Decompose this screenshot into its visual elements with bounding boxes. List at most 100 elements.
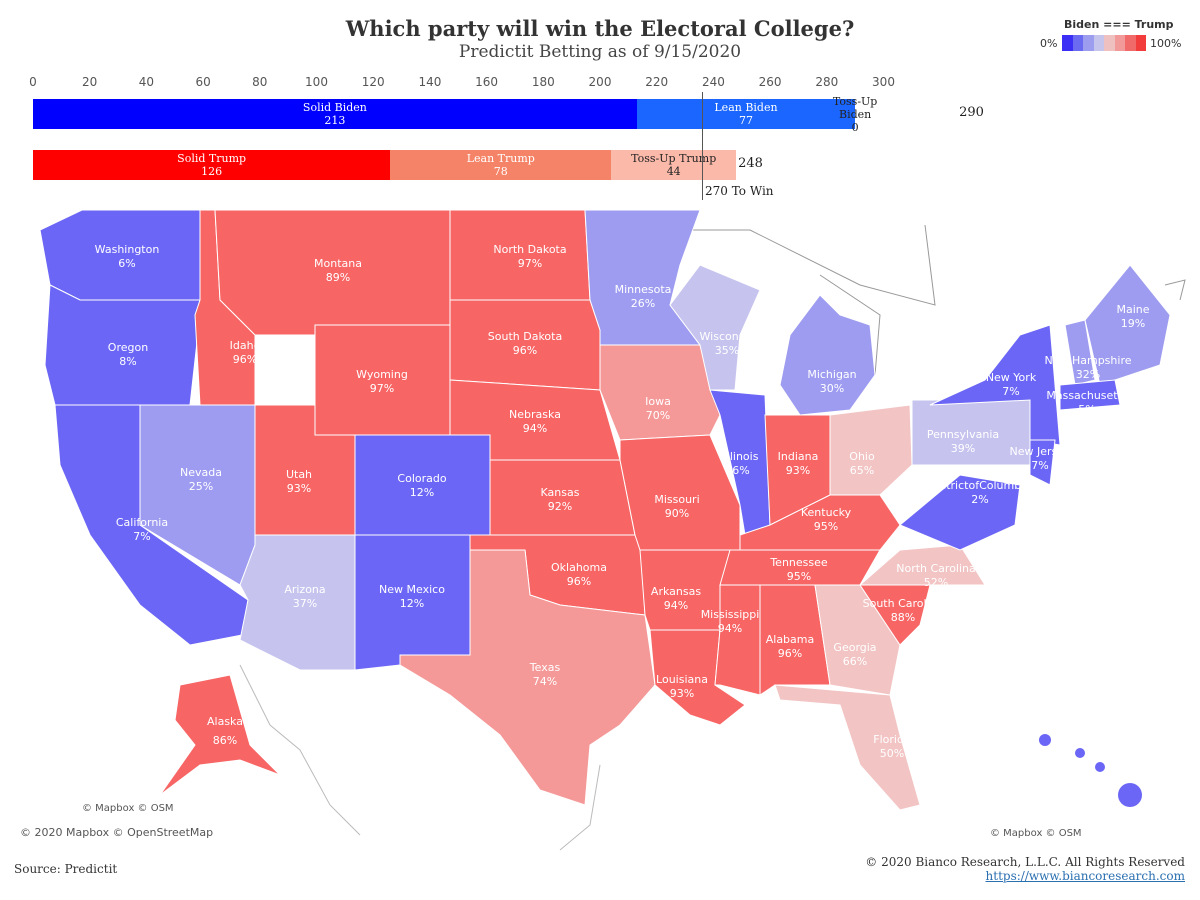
state-pct-label: 5%: [1078, 403, 1095, 416]
state-georgia[interactable]: [814, 584, 901, 696]
biden-bar-segment: Lean Biden 77: [636, 99, 856, 129]
chart-title: Which party will win the Electoral Colle…: [345, 16, 855, 41]
state-name-label: Colorado: [397, 472, 446, 485]
state-pct-label: 92%: [548, 500, 572, 513]
state-pct-label: 37%: [293, 597, 317, 610]
state-hawaii-island[interactable]: [1039, 734, 1051, 746]
state-new-hampshire[interactable]: [1064, 319, 1096, 386]
state-pct-label: 97%: [518, 257, 542, 270]
state-pct-label: 52%: [924, 576, 948, 589]
trump-bar-segment: Lean Trump 78: [390, 150, 612, 180]
trump-bar-segment: Solid Trump 126: [33, 150, 391, 180]
mapbox-attribution-right: © Mapbox © OSM: [990, 828, 1082, 839]
state-pct-label: 12%: [410, 486, 434, 499]
state-name-label: Pennsylvania: [927, 428, 999, 441]
state-alabama[interactable]: [759, 584, 831, 696]
state-florida[interactable]: [774, 684, 921, 811]
state-name-label: Oregon: [108, 341, 148, 354]
state-name-label: New Mexico: [379, 583, 445, 596]
state-pct-label: 94%: [664, 599, 688, 612]
axis-tick-label: 220: [645, 75, 669, 89]
state-pct-label: 96%: [513, 344, 537, 357]
state-pct-label: 30%: [820, 382, 844, 395]
legend-swatch: [1104, 35, 1115, 51]
website-link[interactable]: https://www.biancoresearch.com: [985, 869, 1185, 883]
state-north-carolina[interactable]: [858, 544, 986, 586]
chart-subtitle: Predictit Betting as of 9/15/2020: [458, 42, 742, 62]
state-name-label: Georgia: [833, 641, 876, 654]
trump-bar-segment: Toss-Up Trump 44: [611, 150, 737, 180]
segment-value: 77: [738, 114, 753, 127]
segment-value: 126: [201, 165, 223, 178]
state-alaska[interactable]: [159, 674, 281, 796]
axis-tick-label: 40: [138, 75, 155, 89]
biden-bar-segment: Toss-Up Biden 0: [815, 95, 895, 134]
axis-tick-label: 60: [195, 75, 211, 89]
state-pct-label: 90%: [665, 507, 689, 520]
state-name-label: North Dakota: [493, 243, 566, 256]
state-iowa[interactable]: [599, 344, 721, 441]
mapbox-attribution[interactable]: © 2020 Mapbox © OpenStreetMap: [20, 826, 214, 839]
state-name-label: Utah: [286, 468, 312, 481]
state-pct-label: 95%: [814, 520, 838, 533]
state-name-label: Nebraska: [509, 408, 561, 421]
state-texas[interactable]: [399, 549, 656, 806]
state-maine[interactable]: [1084, 264, 1171, 386]
legend-swatch: [1083, 35, 1094, 51]
state-new-jersey[interactable]: [1029, 439, 1056, 486]
state-pct-label: 6%: [732, 464, 749, 477]
legend-color-scale: [1062, 35, 1146, 51]
state-pct-label: 65%: [850, 464, 874, 477]
legend-swatch: [1114, 35, 1125, 51]
state-wisconsin[interactable]: [669, 264, 761, 391]
state-ohio[interactable]: [829, 404, 913, 496]
state-name-label: Kentucky: [801, 506, 852, 519]
legend-swatch: [1135, 35, 1146, 51]
state-name-label: Washington: [95, 243, 160, 256]
state-hawaii-island[interactable]: [1075, 748, 1085, 758]
state-new-york[interactable]: [929, 324, 1061, 446]
state-name-label: Mississippi: [701, 608, 760, 621]
state-name-label: Ohio: [849, 450, 875, 463]
state-oregon[interactable]: [44, 284, 201, 406]
state-name-label: Oklahoma: [551, 561, 607, 574]
state-hawaii-island[interactable]: [1118, 783, 1142, 807]
segment-value: 44: [666, 165, 681, 178]
trump-total-label: 248: [738, 156, 763, 171]
state-minnesota[interactable]: [584, 209, 701, 346]
state-massachusetts[interactable]: [1059, 379, 1121, 411]
state-mississippi[interactable]: [714, 584, 761, 696]
state-kentucky[interactable]: [739, 494, 901, 551]
state-colorado[interactable]: [354, 434, 491, 536]
state-michigan[interactable]: [779, 294, 876, 416]
state-pct-label: 25%: [189, 480, 213, 493]
state-name-label: Kansas: [541, 486, 580, 499]
state-name-label: Arkansas: [651, 585, 701, 598]
axis-tick-label: 180: [531, 75, 555, 89]
state-pct-label: 39%: [951, 442, 975, 455]
state-hawaii-island[interactable]: [1095, 762, 1105, 772]
state-pct-label: 95%: [787, 570, 811, 583]
state-pct-label: 93%: [786, 464, 810, 477]
state-pct-label: 93%: [670, 687, 694, 700]
state-name-label: Iowa: [645, 395, 671, 408]
win-threshold-line: [702, 92, 703, 200]
win-threshold-label: 270 To Win: [705, 184, 774, 198]
segment-label: Lean Trump: [466, 152, 535, 165]
state-pct-label: 70%: [646, 409, 670, 422]
segment-label: Toss-Up Trump: [631, 152, 717, 165]
state-pct-label: 88%: [891, 611, 915, 624]
state-name-label: South Dakota: [488, 330, 562, 343]
axis-tick-label: 20: [82, 75, 98, 89]
state-name-label: Michigan: [807, 368, 856, 381]
state-name-label: Wyoming: [356, 368, 408, 381]
legend-min-label: 0%: [1040, 37, 1058, 50]
segment-value: 0: [851, 120, 859, 134]
state-name-label: Indiana: [778, 450, 819, 463]
state-name-label: Alaska: [207, 715, 243, 728]
state-pct-label: 93%: [287, 482, 311, 495]
segment-label: Toss-Up Biden: [832, 94, 878, 121]
state-name-label: DistrictofColumbia: [929, 479, 1031, 492]
state-districtofcolumbia[interactable]: [899, 474, 1021, 551]
state-pct-label: 50%: [880, 747, 904, 760]
